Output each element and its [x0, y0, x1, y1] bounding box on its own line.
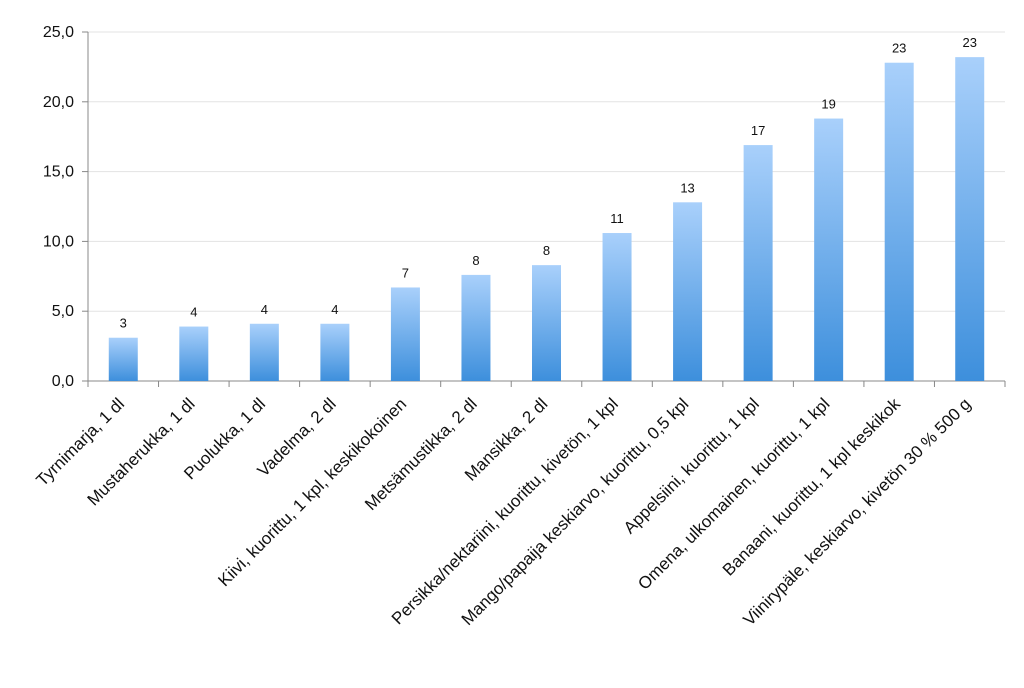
- y-tick-label: 0,0: [52, 373, 74, 390]
- gridlines: [88, 31, 1005, 312]
- bar: [532, 265, 561, 381]
- data-label: 23: [962, 35, 976, 50]
- bar: [673, 202, 703, 381]
- bar: [108, 337, 138, 381]
- data-label: 4: [331, 302, 338, 317]
- data-label: 3: [120, 316, 127, 331]
- y-tick-label: 10,0: [43, 233, 74, 250]
- bar: [179, 326, 209, 381]
- bar: [743, 145, 773, 381]
- bar: [390, 287, 420, 381]
- y-tick-labels: 0,0 5,0 10,0 15,0 20,0 25,0: [43, 24, 74, 390]
- y-tick-label: 15,0: [43, 164, 74, 181]
- data-label: 23: [892, 41, 906, 56]
- data-label: 11: [610, 211, 624, 226]
- data-label: 8: [472, 253, 479, 268]
- data-label: 4: [261, 302, 268, 317]
- y-tick-label: 5,0: [52, 303, 74, 320]
- bar: [814, 118, 844, 381]
- data-label: 19: [821, 97, 835, 112]
- data-label: 7: [402, 265, 409, 280]
- data-label: 4: [190, 305, 197, 320]
- bars: [108, 57, 985, 382]
- data-labels: 3 4 4 4 7 8 8 11 13 17 19 23 23: [120, 35, 977, 331]
- bar: [320, 323, 350, 381]
- x-tick-label: Appelsiini, kuorittu, 1 kpl: [620, 394, 763, 537]
- y-tick-label: 25,0: [43, 24, 74, 41]
- bar: [249, 323, 279, 381]
- y-tick-label: 20,0: [43, 94, 74, 111]
- data-label: 13: [680, 180, 694, 195]
- data-label: 17: [751, 123, 765, 138]
- data-label: 8: [543, 243, 550, 258]
- bar: [461, 274, 491, 381]
- bar: [884, 62, 914, 381]
- bar: [602, 233, 632, 381]
- bar: [955, 57, 985, 382]
